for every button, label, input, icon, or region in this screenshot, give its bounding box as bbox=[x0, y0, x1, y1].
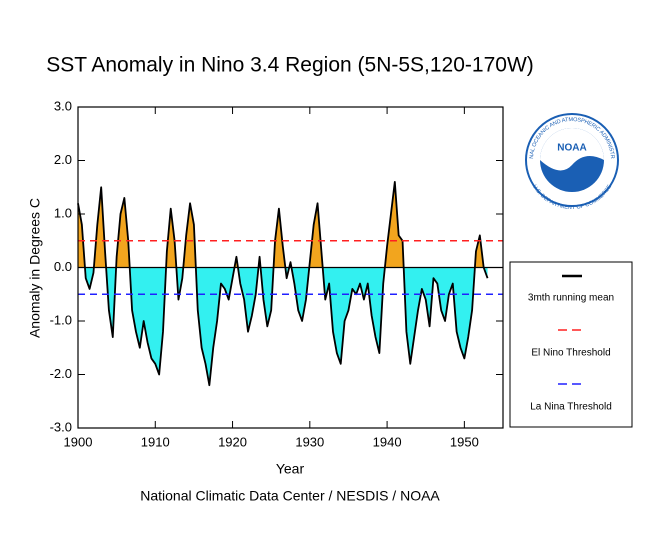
legend-label: El Nino Threshold bbox=[531, 348, 610, 359]
logo-top-path: NATIONAL OCEANIC AND ATMOSPHERIC ADMINIS… bbox=[0, 0, 615, 159]
x-tick-label: 1900 bbox=[64, 434, 93, 449]
footer: National Climatic Data Center / NESDIS /… bbox=[140, 488, 440, 504]
y-tick-label: 1.0 bbox=[54, 205, 72, 220]
logo-bird bbox=[540, 128, 604, 171]
legend-label: La Nina Threshold bbox=[530, 402, 612, 413]
y-tick-label: -2.0 bbox=[50, 366, 72, 381]
logo: NOAA NATIONAL OCEANIC AND ATMOSPHERIC AD… bbox=[0, 0, 619, 211]
x-tick-label: 1950 bbox=[450, 434, 479, 449]
chart-title: SST Anomaly in Nino 3.4 Region (5N-5S,12… bbox=[46, 54, 534, 77]
y-tick-label: 3.0 bbox=[54, 98, 72, 113]
y-tick-label: 2.0 bbox=[54, 152, 72, 167]
x-tick-label: 1910 bbox=[141, 434, 170, 449]
x-tick-label: 1930 bbox=[295, 434, 324, 449]
x-tick-label: 1920 bbox=[218, 434, 247, 449]
y-tick-label: 0.0 bbox=[54, 259, 72, 274]
y-axis-label: Anomaly in Degrees C bbox=[27, 198, 43, 338]
legend-label: 3mth running mean bbox=[528, 293, 614, 304]
legend-box bbox=[509, 261, 633, 428]
running-mean-line bbox=[77, 181, 489, 387]
y-tick-label: -3.0 bbox=[50, 419, 72, 434]
x-tick-label: 1940 bbox=[373, 434, 402, 449]
logo-top-text: NATIONAL OCEANIC AND ATMOSPHERIC ADMINIS… bbox=[0, 0, 615, 159]
y-tick-label: -1.0 bbox=[50, 312, 72, 327]
x-axis-label: Year bbox=[276, 461, 305, 477]
negative-area bbox=[78, 267, 488, 386]
logo-name: NOAA bbox=[557, 143, 586, 154]
